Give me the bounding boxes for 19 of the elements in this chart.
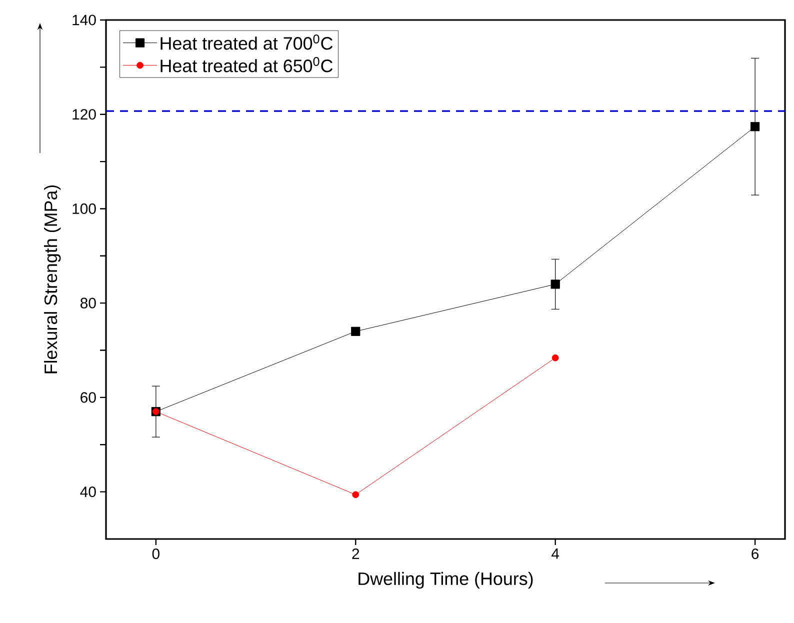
y-tick-label: 140	[72, 14, 96, 26]
x-axis-title: Dwelling Time (Hours)	[358, 572, 533, 589]
x-tick-label: 4	[552, 548, 560, 559]
x-tick-label: 6	[752, 548, 759, 560]
y-tick-label: 60	[80, 392, 96, 403]
y-tick-label: 80	[80, 298, 96, 308]
y-tick-label: 40	[80, 486, 96, 498]
point	[550, 280, 560, 289]
x-tick-label: 0	[152, 548, 160, 560]
point	[351, 326, 360, 336]
point	[750, 122, 760, 132]
x-tick-label: 2	[352, 548, 360, 559]
legend-label: Heat treated at 700$^{0}$C	[160, 34, 333, 50]
y-tick-label: 120	[72, 109, 96, 120]
y-tick-label: 100	[72, 203, 96, 214]
point	[552, 354, 559, 362]
y-axis-title: Flexural Strength (MPa)	[44, 185, 61, 374]
point	[352, 491, 360, 498]
legend-label: Heat treated at 650$^{0}$C	[160, 57, 333, 72]
